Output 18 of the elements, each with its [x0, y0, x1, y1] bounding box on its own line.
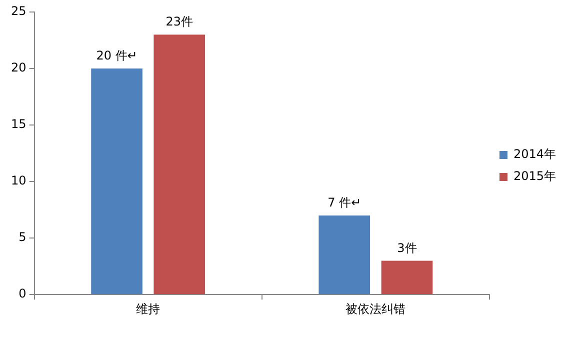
data-label: 7 件↵ [328, 196, 362, 210]
legend-label: 2015年 [513, 169, 556, 184]
data-label: 23件 [166, 14, 193, 29]
bar [154, 34, 206, 294]
y-tick-label: 20 [10, 60, 26, 75]
y-tick-label: 15 [10, 117, 26, 132]
y-tick-label: 0 [18, 286, 26, 301]
y-tick-label: 10 [10, 174, 26, 188]
bar [381, 260, 433, 294]
bar [318, 215, 370, 294]
y-tick-label: 25 [10, 4, 26, 18]
data-label: 3件 [397, 240, 417, 255]
legend-label: 2014年 [513, 147, 556, 162]
bar [91, 68, 142, 294]
y-tick-label: 5 [18, 230, 26, 244]
x-tick-label: 维持 [136, 302, 160, 316]
x-tick-label: 被依法纠错 [346, 302, 406, 316]
data-label: 20 件↵ [96, 48, 138, 63]
